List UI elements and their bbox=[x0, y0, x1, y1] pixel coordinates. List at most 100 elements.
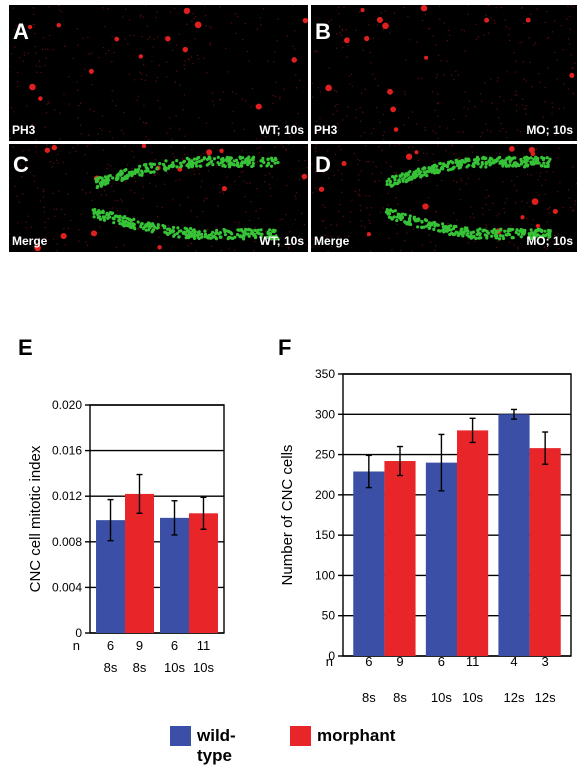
background-speckle bbox=[156, 11, 158, 13]
cnc-cell bbox=[138, 164, 142, 168]
cnc-cell bbox=[175, 159, 179, 163]
cnc-cell bbox=[155, 166, 159, 170]
background-speckle bbox=[184, 60, 186, 62]
background-speckle bbox=[536, 125, 538, 127]
cnc-cell bbox=[511, 227, 515, 232]
cnc-cell bbox=[517, 232, 521, 236]
background-speckle bbox=[490, 130, 492, 133]
y-tick-label: 0 bbox=[328, 649, 335, 663]
nucleus-dot bbox=[414, 150, 419, 155]
background-speckle bbox=[274, 95, 277, 98]
background-speckle bbox=[465, 183, 468, 185]
background-speckle bbox=[68, 103, 70, 105]
background-speckle bbox=[498, 213, 500, 215]
background-speckle bbox=[574, 203, 577, 206]
background-speckle bbox=[351, 199, 353, 201]
stain-label: Merge bbox=[314, 234, 350, 248]
background-speckle bbox=[64, 213, 66, 216]
background-speckle bbox=[222, 192, 224, 194]
nucleus-dot bbox=[29, 83, 36, 91]
background-speckle bbox=[537, 242, 539, 245]
cnc-cell bbox=[395, 218, 399, 223]
background-speckle bbox=[570, 5, 573, 7]
background-speckle bbox=[514, 71, 516, 73]
background-speckle bbox=[32, 23, 35, 26]
background-speckle bbox=[366, 160, 368, 163]
cnc-cell bbox=[442, 230, 446, 234]
background-speckle bbox=[268, 172, 271, 175]
background-speckle bbox=[303, 223, 305, 226]
background-speckle bbox=[327, 150, 329, 152]
background-speckle bbox=[17, 222, 19, 224]
nucleus-dot bbox=[219, 148, 224, 153]
background-speckle bbox=[316, 51, 319, 53]
cnc-cell bbox=[103, 175, 108, 179]
background-speckle bbox=[243, 180, 245, 183]
background-speckle bbox=[85, 192, 87, 194]
background-speckle bbox=[155, 16, 157, 19]
background-speckle bbox=[304, 244, 307, 246]
background-speckle bbox=[157, 99, 159, 102]
stain-label: Merge bbox=[12, 234, 48, 248]
background-speckle bbox=[279, 98, 281, 100]
background-speckle bbox=[544, 21, 547, 24]
background-speckle bbox=[10, 53, 12, 55]
cnc-cell bbox=[190, 159, 194, 163]
n-label: 6 bbox=[365, 654, 372, 669]
cnc-cell bbox=[241, 156, 245, 160]
background-speckle bbox=[405, 151, 408, 153]
background-speckle bbox=[562, 206, 564, 209]
background-speckle bbox=[435, 77, 438, 79]
background-speckle bbox=[459, 188, 461, 191]
cnc-cell bbox=[432, 227, 436, 231]
background-speckle bbox=[279, 219, 281, 221]
background-speckle bbox=[82, 37, 84, 39]
background-speckle bbox=[264, 135, 267, 138]
cnc-cell bbox=[484, 165, 488, 169]
cnc-cell bbox=[253, 236, 258, 240]
background-speckle bbox=[504, 202, 506, 204]
cnc-cell bbox=[392, 215, 396, 219]
background-speckle bbox=[526, 201, 528, 204]
background-speckle bbox=[222, 91, 225, 93]
background-speckle bbox=[234, 180, 236, 182]
cnc-cell bbox=[223, 232, 228, 237]
background-speckle bbox=[144, 122, 147, 125]
background-speckle bbox=[311, 246, 313, 248]
cnc-cell bbox=[168, 228, 172, 232]
nucleus-dot bbox=[165, 35, 171, 42]
background-speckle bbox=[273, 51, 276, 53]
nucleus-dot bbox=[393, 127, 399, 132]
background-speckle bbox=[434, 249, 436, 252]
background-speckle bbox=[549, 206, 551, 209]
background-speckle bbox=[251, 87, 254, 90]
nucleus-dot bbox=[318, 186, 325, 192]
panel-letter-e: E bbox=[18, 335, 33, 360]
bar bbox=[425, 462, 457, 656]
cnc-cell bbox=[102, 216, 106, 221]
background-speckle bbox=[154, 175, 156, 177]
background-speckle bbox=[218, 6, 221, 8]
background-speckle bbox=[387, 237, 390, 240]
background-speckle bbox=[12, 7, 14, 9]
background-speckle bbox=[558, 247, 560, 250]
background-speckle bbox=[202, 210, 204, 213]
background-speckle bbox=[96, 140, 98, 141]
background-speckle bbox=[63, 93, 65, 96]
background-speckle bbox=[12, 146, 14, 148]
cnc-cell bbox=[432, 166, 436, 170]
background-speckle bbox=[525, 217, 528, 219]
background-speckle bbox=[311, 238, 313, 240]
cnc-cell bbox=[236, 228, 240, 232]
cnc-cell bbox=[116, 215, 120, 219]
background-speckle bbox=[44, 64, 46, 67]
background-speckle bbox=[506, 71, 508, 73]
background-speckle bbox=[503, 211, 506, 214]
cnc-cell bbox=[219, 235, 223, 239]
background-speckle bbox=[250, 106, 252, 108]
cnc-cell bbox=[423, 173, 427, 177]
background-speckle bbox=[502, 127, 504, 130]
background-speckle bbox=[409, 39, 411, 41]
background-speckle bbox=[43, 188, 45, 191]
cnc-cell bbox=[471, 235, 475, 239]
